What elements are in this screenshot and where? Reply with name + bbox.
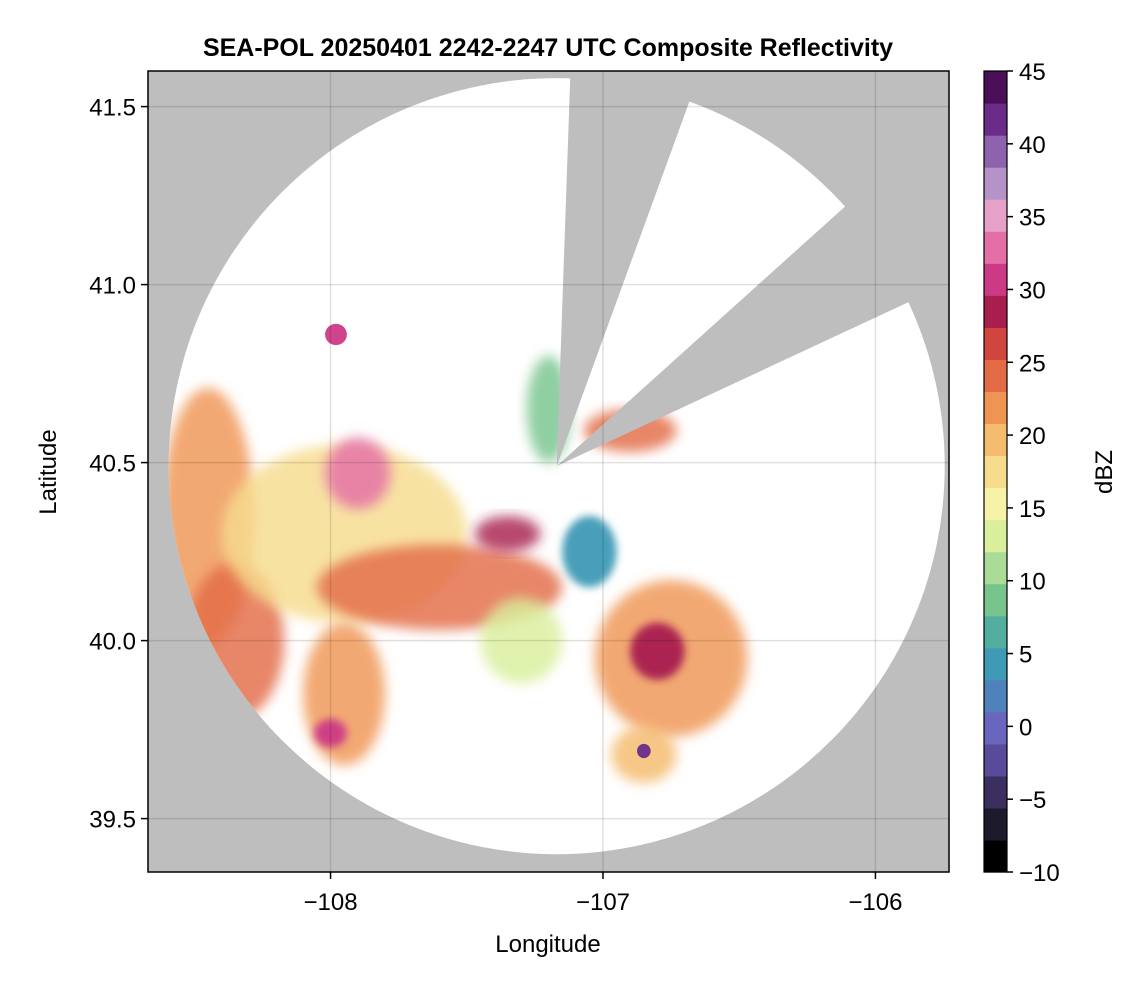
y-axis: 39.5 40.0 40.5 41.0 41.5 bbox=[89, 95, 148, 834]
echo-cell-south-west-core bbox=[314, 718, 347, 748]
colorbar-segment bbox=[984, 807, 1007, 841]
x-axis: −108 −107 −106 bbox=[304, 872, 902, 916]
colorbar-segment bbox=[984, 135, 1007, 168]
y-tick-label: 41.0 bbox=[89, 273, 136, 300]
colorbar-segment bbox=[984, 711, 1007, 745]
colorbar-segment bbox=[984, 679, 1007, 713]
x-tick-label: −106 bbox=[848, 889, 902, 916]
colorbar-frame bbox=[983, 70, 1008, 873]
colorbar-segment bbox=[984, 391, 1007, 425]
echo-cell-north-isolated bbox=[325, 323, 347, 346]
colorbar-segment bbox=[984, 167, 1007, 200]
y-axis-label: Latitude bbox=[35, 429, 62, 514]
echo-cell-south-west-arm bbox=[303, 622, 386, 766]
blocked-sector-northeast bbox=[556, 203, 912, 467]
colorbar-segment bbox=[984, 263, 1007, 296]
colorbar-tick-label: 20 bbox=[1019, 423, 1046, 450]
colorbar-segment bbox=[984, 327, 1007, 360]
colorbar-segment bbox=[984, 423, 1007, 457]
grid-lines bbox=[148, 71, 949, 872]
colorbar-segment bbox=[984, 775, 1007, 809]
colorbar-tick-label: 45 bbox=[1019, 59, 1046, 86]
echo-cell-north-core bbox=[325, 437, 391, 509]
colorbar-segment bbox=[984, 487, 1007, 521]
y-tick-label: 40.0 bbox=[89, 629, 136, 656]
echo-cell-central-green bbox=[480, 597, 563, 684]
colorbar-segment bbox=[984, 519, 1007, 553]
y-tick-label: 41.5 bbox=[89, 95, 136, 122]
y-tick-label: 39.5 bbox=[89, 807, 136, 834]
colorbar-segment bbox=[984, 455, 1007, 489]
colorbar-segment bbox=[984, 743, 1007, 777]
colorbar-segment bbox=[984, 359, 1007, 392]
colorbar-segment bbox=[984, 295, 1007, 328]
colorbar-segment bbox=[984, 231, 1007, 264]
colorbar-segment bbox=[984, 647, 1007, 681]
blocked-sector-north bbox=[556, 74, 691, 467]
colorbar-segment bbox=[984, 71, 1007, 104]
colorbar-segment bbox=[984, 583, 1007, 617]
echo-cell-central-core bbox=[474, 516, 541, 552]
colorbar-tick-label: 15 bbox=[1019, 496, 1046, 523]
plot-area bbox=[148, 71, 949, 872]
colorbar-tick-label: 40 bbox=[1019, 132, 1046, 159]
colorbar-tick-label: 5 bbox=[1019, 642, 1032, 669]
x-tick-label: −108 bbox=[304, 889, 358, 916]
colorbar: −10 −5 0 5 10 15 20 25 30 35 40 45 bbox=[983, 59, 1060, 887]
colorbar-label: dBZ bbox=[1091, 450, 1118, 494]
colorbar-segment bbox=[984, 551, 1007, 585]
plot-frame bbox=[147, 70, 950, 873]
x-tick-label: −107 bbox=[576, 889, 630, 916]
echo-cell-hail-spot bbox=[637, 743, 651, 759]
colorbar-tick-label: 30 bbox=[1019, 277, 1046, 304]
echo-cell-east-core bbox=[630, 622, 685, 680]
colorbar-segment bbox=[984, 615, 1007, 649]
colorbar-tick-label: 25 bbox=[1019, 350, 1046, 377]
colorbar-tick-label: −5 bbox=[1019, 787, 1046, 814]
colorbar-tick-label: −10 bbox=[1019, 860, 1060, 887]
echo-cell-near-radar-blue bbox=[562, 516, 617, 588]
colorbar-tick-label: 35 bbox=[1019, 205, 1046, 232]
colorbar-tick-label: 10 bbox=[1019, 569, 1046, 596]
y-tick-label: 40.5 bbox=[89, 451, 136, 478]
colorbar-segment bbox=[984, 103, 1007, 136]
colorbar-segment bbox=[984, 839, 1007, 873]
echo-layer bbox=[168, 323, 748, 784]
colorbar-segment bbox=[984, 199, 1007, 232]
chart-title: SEA-POL 20250401 2242-2247 UTC Composite… bbox=[203, 34, 893, 62]
colorbar-tick-label: 0 bbox=[1019, 714, 1032, 741]
x-axis-label: Longitude bbox=[495, 931, 600, 958]
